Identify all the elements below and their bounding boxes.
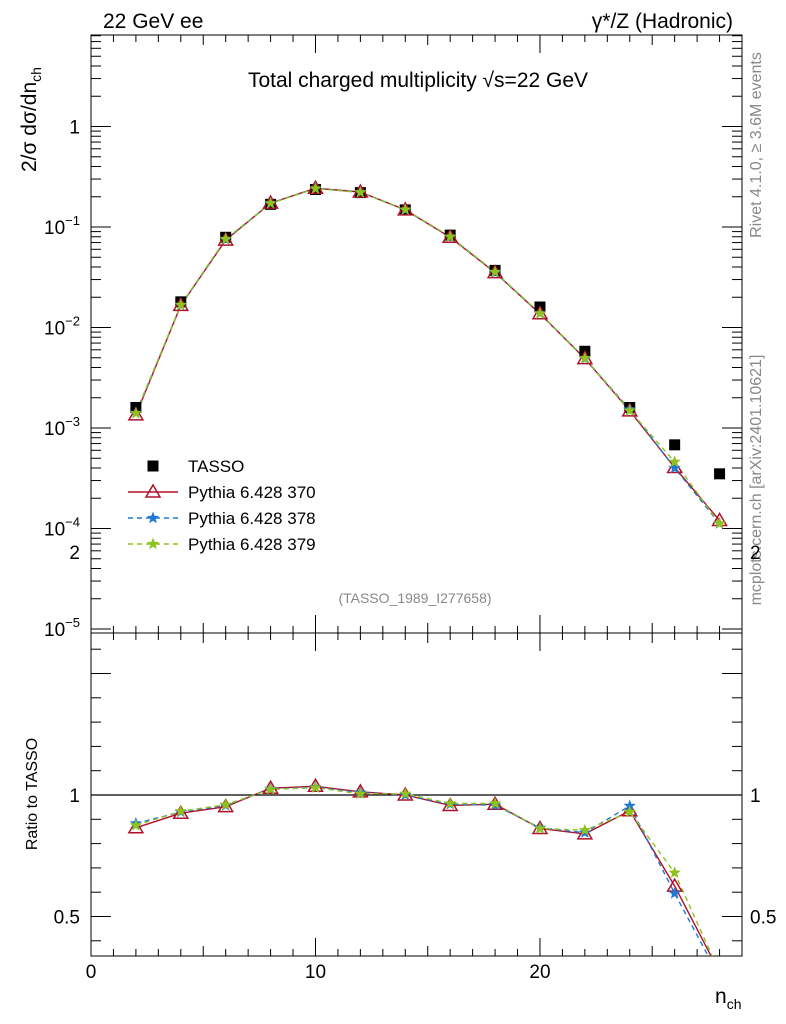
ratio-series-point-0 <box>441 796 459 812</box>
legend: TASSO Pythia 6.428 370 Pythia 6.428 378 Pyt… <box>128 457 316 554</box>
main-series-point-3 <box>354 185 367 198</box>
ratio-y-tick-label: 2 <box>69 543 80 564</box>
main-series-point-3 <box>264 196 277 209</box>
ratio-series-point-2 <box>623 805 636 818</box>
ratio-series-point-1 <box>668 886 681 899</box>
ratio-y-tick-label: 0.5 <box>54 908 80 929</box>
main-series-point-3 <box>309 182 322 194</box>
ratio-series-point-2 <box>533 822 547 834</box>
x-tick-label: 10 <box>305 962 326 983</box>
main-series-point-3 <box>174 298 187 311</box>
main-y-tick-label: 10−1 <box>44 213 80 239</box>
main-series-point-1 <box>127 406 145 421</box>
legend-label-0: TASSO <box>188 457 244 476</box>
ratio-y-axis-label: Ratio to TASSO <box>24 738 41 850</box>
ratio-series-point-1 <box>623 799 636 812</box>
ratio-series-point-2 <box>309 781 322 793</box>
ratio-series-point-0 <box>217 798 234 813</box>
main-y-tick-label: 10−3 <box>44 414 80 440</box>
ratio-series-point-0 <box>621 802 639 817</box>
main-series-point-3 <box>488 265 502 278</box>
main-series-line-3 <box>135 187 721 525</box>
main-series-point-2 <box>668 461 681 474</box>
ratio-y-tick-label-right: 2 <box>750 543 761 564</box>
main-series-point-3 <box>623 404 636 416</box>
main-series-point-3 <box>533 306 547 319</box>
ratio-series-point-2 <box>174 804 187 817</box>
ratio-y-tick-label: 1 <box>69 786 80 807</box>
main-series-point-3 <box>578 351 592 364</box>
ratio-series-point-2 <box>488 797 502 809</box>
ratio-series-line-2 <box>135 786 713 956</box>
main-y-axis-label-text: 2/σ dσ/dnch <box>18 67 44 172</box>
legend-label-2: Pythia 6.428 378 <box>188 509 316 528</box>
ratio-series-point-0 <box>127 819 145 834</box>
main-series-point-3 <box>129 406 143 419</box>
main-y-tick-label: 10−5 <box>44 615 80 641</box>
main-y-tick-label: 10−2 <box>44 314 80 340</box>
legend-marker-2 <box>146 511 160 524</box>
legend-label-3: Pythia 6.428 379 <box>188 535 316 554</box>
main-y-tick-label: 1 <box>69 118 80 139</box>
ratio-series-point-2 <box>578 823 592 836</box>
header-left: 22 GeV ee <box>103 10 203 33</box>
main-series-point-3 <box>713 517 726 529</box>
ratio-series-point-2 <box>264 782 277 795</box>
ratio-series-point-2 <box>219 798 232 810</box>
ratio-series-point-0 <box>576 825 594 840</box>
ratio-series-point-2 <box>443 797 457 809</box>
main-series-point-3 <box>399 203 412 215</box>
x-tick-label: 20 <box>529 962 550 983</box>
ratio-series-point-0 <box>172 804 190 819</box>
side-text-top: Rivet 4.1.0, ≥ 3.6M events <box>748 52 765 238</box>
side-text-bottom: mcplots.cern.ch [arXiv:2401.10621] <box>748 355 765 606</box>
ratio-series-point-2 <box>399 787 412 800</box>
legend-label-1: Pythia 6.428 370 <box>188 483 316 502</box>
main-series-point-3 <box>668 455 681 468</box>
ratio-y-tick-label-right: 1 <box>750 786 761 807</box>
tasso-point <box>669 439 681 451</box>
ratio-plot-panel: Ratio to TASSO 0.5 0.51 12 20 10 20 <box>24 543 776 983</box>
x-axis-label: nch <box>715 985 741 1012</box>
ratio-series-point-2 <box>354 787 367 800</box>
ratio-series-point-2 <box>668 866 681 879</box>
header-right: γ*/Z (Hadronic) <box>592 10 733 33</box>
legend-marker-3 <box>146 537 160 550</box>
legend-marker-1 <box>144 483 162 498</box>
main-series-point-3 <box>219 232 232 245</box>
legend-marker-0 <box>147 460 159 472</box>
tasso-point <box>714 468 726 480</box>
main-title: Total charged multiplicity √s=22 GeV <box>248 69 588 92</box>
watermark: (TASSO_1989_I277658) <box>338 590 491 606</box>
ratio-y-tick-label-right: 0.5 <box>750 908 776 929</box>
main-y-tick-label: 10−4 <box>44 515 80 541</box>
x-tick-label: 0 <box>86 962 97 983</box>
main-plot-panel: Total charged multiplicity √s=22 GeV (TA… <box>18 34 743 641</box>
main-series-point-3 <box>443 230 457 242</box>
main-y-axis-label: 2/σ dσ/dnch <box>18 67 44 172</box>
ratio-series-point-2 <box>129 818 143 831</box>
